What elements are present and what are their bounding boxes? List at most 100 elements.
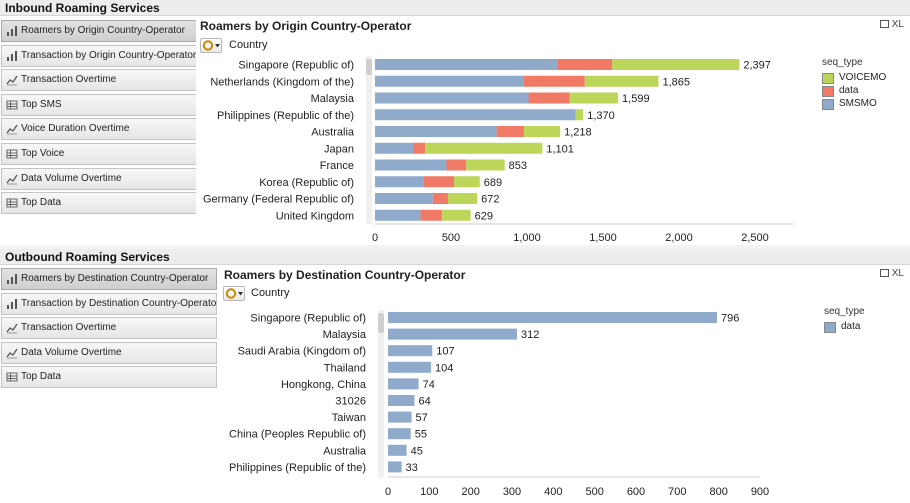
bar-segment-voicemo[interactable] <box>466 159 505 171</box>
inbound-total-label: 1,865 <box>662 76 690 88</box>
inbound-chart-panel: Roamers by Origin Country-Operator XL Co… <box>196 17 908 245</box>
bar-data[interactable] <box>388 444 407 456</box>
outbound-value-label: 64 <box>418 396 430 408</box>
inbound-nav-item-1[interactable]: Roamers by Origin Country-Operator <box>1 20 217 42</box>
bar-data[interactable] <box>388 461 402 473</box>
outbound-x-tick-label: 700 <box>668 486 686 498</box>
outbound-xl-export[interactable]: XL <box>879 268 904 279</box>
outbound-x-tick-label: 200 <box>461 486 479 498</box>
inbound-total-label: 689 <box>484 177 502 189</box>
bar-segment-smsmo[interactable] <box>375 159 447 171</box>
bar-segment-smsmo[interactable] <box>375 92 529 104</box>
inbound-scroll-thumb[interactable] <box>366 59 372 75</box>
inbound-nav-item-8[interactable]: Top Data <box>1 192 217 215</box>
legend-label: data <box>839 85 859 96</box>
cycle-group-icon[interactable] <box>223 286 245 301</box>
inbound-x-tick-label: 1,000 <box>513 232 541 244</box>
outbound-nav-item-3[interactable]: Transaction Overtime <box>1 317 217 340</box>
inbound-nav-item-3[interactable]: Transaction Overtime <box>1 69 217 92</box>
bar-segment-smsmo[interactable] <box>375 75 524 87</box>
outbound-category-label: Thailand <box>324 362 366 374</box>
inbound-nav-item-6[interactable]: Top Voice <box>1 143 217 165</box>
outbound-category-label: Singapore (Republic of) <box>250 313 366 325</box>
inbound-xl-export[interactable]: XL <box>879 19 904 30</box>
bar-segment-data[interactable] <box>432 193 448 204</box>
bar-data[interactable] <box>388 361 431 373</box>
bar-segment-data[interactable] <box>420 209 442 221</box>
inbound-category-label: Netherlands (Kingdom of the) <box>210 76 354 88</box>
inbound-x-tick-label: 1,500 <box>589 232 617 244</box>
outbound-section-title: Outbound Roaming Services <box>5 250 170 264</box>
inbound-total-label: 853 <box>509 160 527 172</box>
bar-segment-smsmo[interactable] <box>375 126 497 137</box>
legend-item-voicemo[interactable]: VOICEMO <box>822 72 886 84</box>
outbound-nav-item-2[interactable]: Transaction by Destination Country-Opera… <box>1 292 217 315</box>
bar-segment-voicemo[interactable] <box>523 126 561 137</box>
line-chart-icon <box>6 74 18 86</box>
legend-item-smsmo[interactable]: SMSMO <box>822 98 877 110</box>
bar-data[interactable] <box>388 328 517 340</box>
outbound-nav-item-label: Transaction by Destination Country-Opera… <box>21 297 217 309</box>
inbound-nav-item-7[interactable]: Data Volume Overtime <box>1 167 217 190</box>
outbound-nav-item-5[interactable]: Top Data <box>1 366 217 389</box>
outbound-x-tick-label: 0 <box>385 486 391 498</box>
bar-segment-voicemo[interactable] <box>454 176 480 188</box>
line-chart-icon <box>6 322 18 334</box>
legend-item-data[interactable]: data <box>824 321 860 333</box>
bar-segment-smsmo[interactable] <box>375 209 421 221</box>
bar-segment-voicemo[interactable] <box>569 92 619 104</box>
bar-segment-voicemo[interactable] <box>441 209 471 221</box>
bar-segment-voicemo[interactable] <box>447 193 478 204</box>
inbound-nav-item-5[interactable]: Voice Duration Overtime <box>1 118 217 141</box>
bar-segment-smsmo[interactable] <box>375 109 576 121</box>
outbound-nav-item-label: Top Data <box>21 371 62 383</box>
legend-swatch <box>822 85 834 97</box>
inbound-nav-item-2[interactable]: Transaction by Origin Country-Operator <box>1 44 217 67</box>
bar-data[interactable] <box>388 428 411 440</box>
print-icon[interactable] <box>879 20 889 29</box>
inbound-total-label: 1,599 <box>622 93 650 105</box>
bar-segment-voicemo[interactable] <box>425 142 543 154</box>
outbound-nav-item-4[interactable]: Data Volume Overtime <box>1 341 217 364</box>
bar-segment-smsmo[interactable] <box>375 193 433 204</box>
outbound-x-tick-label: 600 <box>627 486 645 498</box>
outbound-value-label: 107 <box>436 346 454 358</box>
bar-segment-data[interactable] <box>413 142 426 154</box>
inbound-scrollbar[interactable] <box>366 56 372 224</box>
inbound-bar-chart: Singapore (Republic of) 2,397 Netherlands … <box>203 59 793 244</box>
bar-segment-smsmo[interactable] <box>375 59 558 70</box>
bar-segment-data[interactable] <box>423 176 455 188</box>
outbound-nav-item-label: Data Volume Overtime <box>21 346 122 358</box>
bar-segment-voicemo[interactable] <box>584 75 659 87</box>
bar-segment-data[interactable] <box>557 59 613 70</box>
inbound-total-label: 2,397 <box>743 60 771 72</box>
print-icon[interactable] <box>879 269 889 278</box>
outbound-value-label: 796 <box>721 313 739 325</box>
bar-segment-voicemo[interactable] <box>575 109 584 121</box>
bar-segment-smsmo[interactable] <box>375 142 413 154</box>
bar-data[interactable] <box>388 411 412 423</box>
inbound-nav-item-label: Voice Duration Overtime <box>21 123 130 135</box>
bar-data[interactable] <box>388 312 718 323</box>
inbound-nav-item-label: Data Volume Overtime <box>21 172 122 184</box>
bar-segment-data[interactable] <box>496 126 524 137</box>
outbound-x-tick-label: 100 <box>420 486 438 498</box>
bar-segment-data[interactable] <box>446 159 467 171</box>
bar-segment-data[interactable] <box>523 75 585 87</box>
table-icon <box>6 99 18 111</box>
outbound-scroll-thumb[interactable] <box>378 313 384 333</box>
inbound-nav-item-4[interactable]: Top SMS <box>1 93 217 116</box>
inbound-category-label: France <box>320 160 354 172</box>
line-chart-icon <box>6 123 18 135</box>
legend-swatch <box>824 321 836 333</box>
legend-item-data[interactable]: data <box>822 85 858 97</box>
bar-segment-voicemo[interactable] <box>612 59 740 70</box>
bar-segment-data[interactable] <box>528 92 570 104</box>
bar-data[interactable] <box>388 395 415 406</box>
outbound-nav-item-1[interactable]: Roamers by Destination Country-Operator <box>1 268 217 290</box>
bar-segment-smsmo[interactable] <box>375 176 424 188</box>
outbound-scrollbar[interactable] <box>378 310 384 478</box>
bar-data[interactable] <box>388 345 433 357</box>
cycle-group-icon[interactable] <box>200 38 222 53</box>
bar-data[interactable] <box>388 378 419 390</box>
